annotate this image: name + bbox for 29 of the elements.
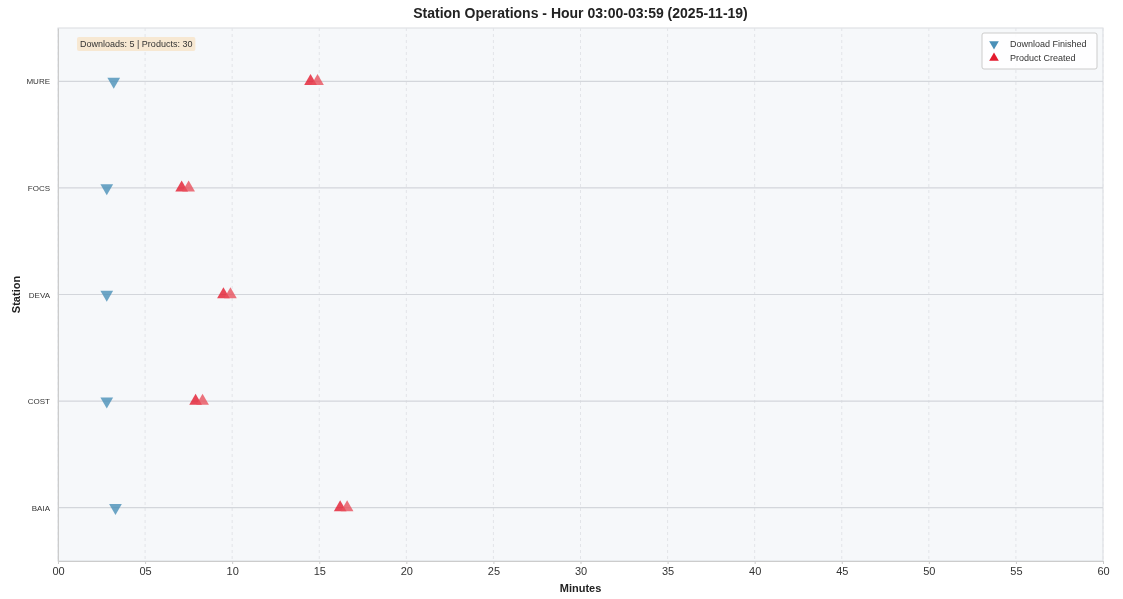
x-tick-label: 00: [52, 564, 65, 577]
x-tick-label: 55: [1010, 564, 1023, 577]
x-tick-label: 10: [226, 564, 239, 577]
y-tick-label: MURE: [26, 77, 50, 87]
y-tick-label: BAIA: [31, 503, 51, 513]
annotation: Downloads: 5 | Products: 30: [80, 39, 193, 49]
point: [340, 500, 354, 512]
y-tick-label: FOCS: [27, 183, 50, 193]
x-tick-label: 45: [836, 564, 849, 577]
x-tick-label: 25: [487, 564, 501, 577]
x-tick-label: 40: [749, 564, 762, 577]
point: [182, 180, 195, 192]
y-tick-label: COST: [27, 397, 51, 407]
point: [311, 73, 324, 85]
x-axis-title: Minutes: [559, 582, 602, 594]
x-tick-label: 50: [923, 564, 936, 577]
x-tick-label: 15: [313, 564, 326, 577]
x-tick-label: 35: [661, 564, 675, 577]
x-tick-label: 30: [574, 564, 588, 577]
x-tick-label: 60: [1097, 564, 1110, 577]
x-tick-label: 05: [139, 564, 152, 577]
chart-title: Station Operations - Hour 03:00-03:59 (2025-11-19): [413, 5, 748, 21]
legend-label: Download Finished: [1010, 39, 1087, 49]
legend-label: Product Created: [1010, 53, 1076, 63]
point: [224, 287, 237, 299]
y-tick-label: DEVA: [28, 290, 51, 300]
point: [196, 393, 209, 405]
x-tick-label: 20: [400, 564, 413, 577]
y-axis-title: Station: [10, 275, 22, 314]
